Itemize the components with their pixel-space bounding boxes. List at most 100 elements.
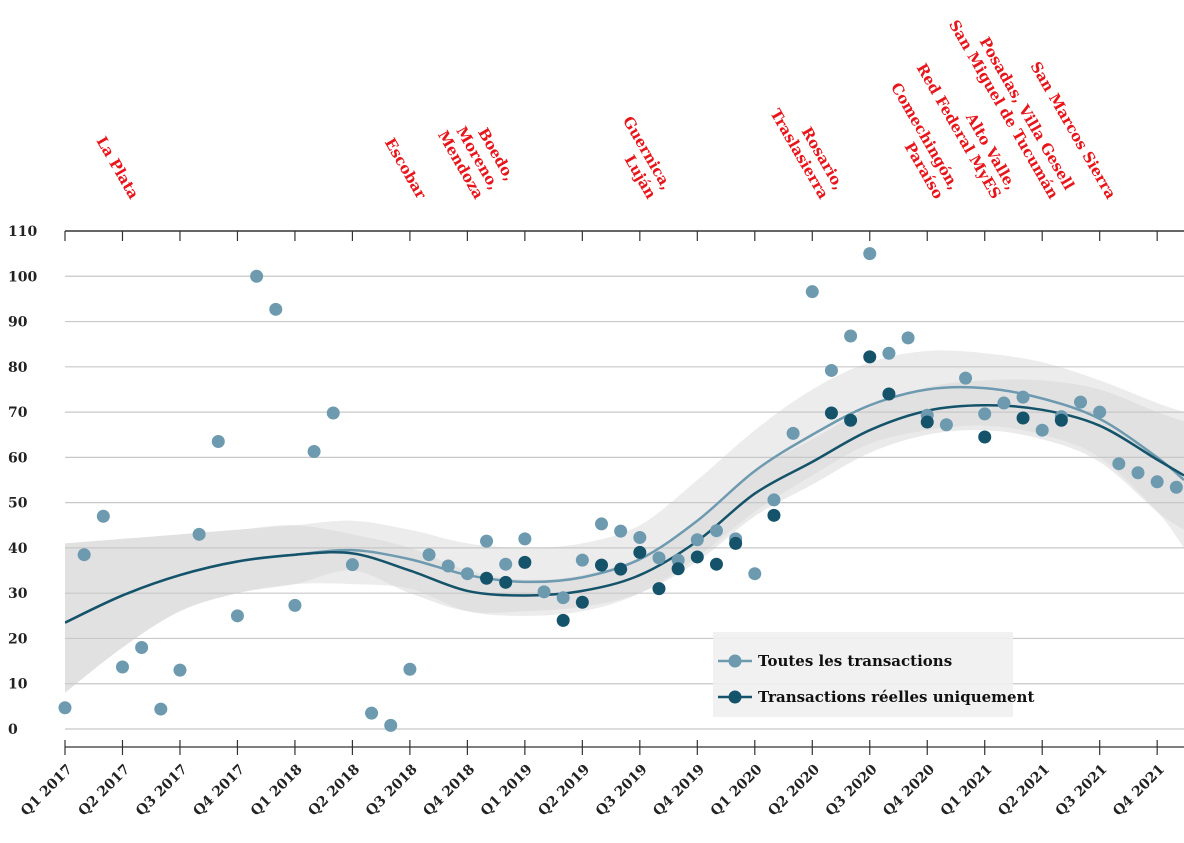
point — [882, 346, 896, 360]
grid — [65, 230, 1184, 730]
point — [633, 530, 647, 544]
x-tick-label: Q3 2018 — [363, 762, 421, 820]
x-tick-label: Q2 2021 — [995, 762, 1053, 820]
point — [1150, 475, 1164, 489]
point — [844, 329, 858, 343]
legend-box — [713, 632, 1013, 717]
y-tick-label: 100 — [8, 269, 37, 285]
y-tick-label: 20 — [8, 631, 28, 647]
x-tick-label: Q3 2020 — [823, 761, 881, 819]
points — [58, 247, 1183, 732]
y-tick-label: 0 — [8, 722, 18, 738]
point — [1054, 413, 1068, 427]
point — [959, 371, 973, 385]
point — [997, 396, 1011, 410]
point — [365, 706, 379, 720]
x-tick-label: Q2 2018 — [305, 762, 363, 820]
x-tick-label: Q2 2017 — [75, 762, 133, 820]
point — [595, 517, 609, 531]
point — [326, 406, 340, 420]
x-tick-label: Q4 2020 — [880, 761, 938, 819]
point — [729, 536, 743, 550]
point — [1112, 457, 1126, 471]
point — [1035, 423, 1049, 437]
x-tick-label: Q3 2017 — [133, 762, 191, 820]
point — [709, 524, 723, 538]
legend-label: Transactions réelles uniquement — [758, 688, 1034, 706]
point — [192, 527, 206, 541]
x-tick-label: Q4 2018 — [420, 762, 478, 820]
point — [556, 591, 570, 605]
point — [690, 550, 704, 564]
point — [173, 663, 187, 677]
x-tick-label: Q3 2021 — [1053, 762, 1111, 820]
y-tick-label: 10 — [8, 677, 28, 693]
point — [575, 553, 589, 567]
point — [135, 641, 149, 655]
x-tick-label: Q2 2019 — [535, 762, 593, 820]
y-tick-label: 60 — [8, 450, 28, 466]
point — [652, 551, 666, 565]
point — [518, 532, 532, 546]
point — [767, 493, 781, 507]
point — [844, 413, 858, 427]
y-tick-label: 80 — [8, 360, 28, 376]
point — [269, 302, 283, 316]
point — [1131, 466, 1145, 480]
annotation: La Plata — [93, 133, 143, 202]
legend-label: Toutes les transactions — [758, 652, 952, 670]
y-tick-label: 40 — [8, 541, 28, 557]
annotation: Rosario,Traslasierra — [766, 97, 848, 203]
point — [96, 509, 110, 523]
y-tick-label: 90 — [8, 315, 28, 331]
x-tick-label: Q2 2020 — [765, 761, 823, 819]
point — [230, 609, 244, 623]
point — [652, 582, 666, 596]
point — [920, 415, 934, 429]
point — [614, 562, 628, 576]
point — [556, 613, 570, 627]
x-tick-label: Q1 2021 — [938, 762, 996, 820]
point — [480, 534, 494, 548]
point — [154, 702, 168, 716]
point — [614, 524, 628, 538]
point — [422, 548, 436, 562]
point — [288, 598, 302, 612]
point — [441, 559, 455, 573]
point — [1169, 480, 1183, 494]
point — [1016, 390, 1030, 404]
annotation: Escobar — [381, 135, 431, 203]
point — [748, 567, 762, 581]
y-tick-label: 70 — [8, 405, 28, 421]
point — [211, 435, 225, 449]
point — [767, 508, 781, 522]
point — [690, 533, 704, 547]
y-tick-label: 30 — [8, 586, 28, 602]
confidence-band — [65, 379, 1184, 693]
point — [824, 406, 838, 420]
point — [575, 595, 589, 609]
x-tick-label: Q1 2017 — [18, 762, 76, 820]
point — [403, 662, 417, 676]
x-tick-label: Q4 2021 — [1110, 762, 1168, 820]
bands — [65, 350, 1184, 693]
x-tick-label: Q1 2020 — [708, 761, 766, 819]
point — [595, 558, 609, 572]
annotation: Boedo,Moreno,Mendoza — [434, 109, 519, 202]
point — [633, 545, 647, 559]
point — [882, 387, 896, 401]
point — [1093, 405, 1107, 419]
y-tick-label: 50 — [8, 496, 28, 512]
x-tick-label: Q4 2019 — [650, 762, 708, 820]
point — [250, 269, 264, 283]
point — [709, 557, 723, 571]
point — [307, 444, 321, 458]
point — [863, 247, 877, 261]
point — [1074, 395, 1088, 409]
annotations: La Plata Escobar Boedo,Moreno,Mendoza Guern… — [93, 17, 1120, 203]
point — [978, 430, 992, 444]
point — [824, 363, 838, 377]
x-tick-label: Q4 2017 — [190, 762, 248, 820]
point — [77, 548, 91, 562]
